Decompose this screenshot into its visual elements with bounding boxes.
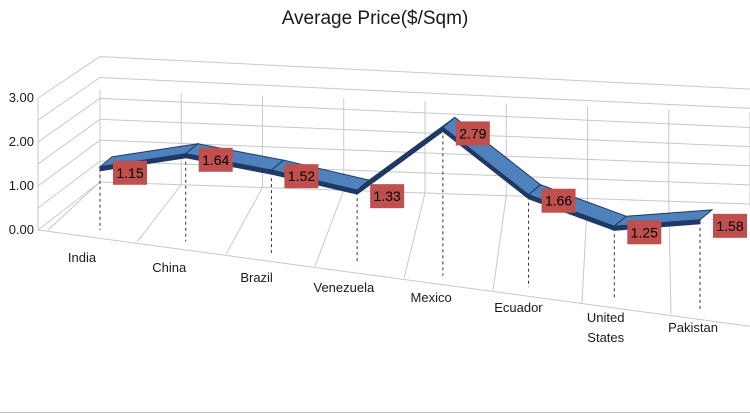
floor-gridline bbox=[136, 184, 182, 243]
floor-gridline bbox=[492, 195, 507, 291]
side-wall-gridline bbox=[37, 97, 101, 143]
chart-title: Average Price($/Sqm) bbox=[281, 8, 469, 29]
category-label: China bbox=[152, 260, 187, 275]
data-label: 1.33 bbox=[374, 188, 401, 204]
category-label: Ecuador bbox=[494, 300, 543, 315]
y-tick-label: 0.00 bbox=[9, 222, 34, 237]
data-label-box bbox=[198, 147, 233, 172]
data-label: 2.79 bbox=[459, 125, 486, 141]
data-label-box bbox=[113, 160, 147, 185]
data-label-box bbox=[370, 184, 405, 209]
floor-gridline bbox=[314, 190, 345, 267]
data-label-box bbox=[713, 213, 747, 238]
category-label: Brazil bbox=[240, 270, 273, 285]
category-label: Mexico bbox=[411, 290, 452, 305]
category-label: Venezuela bbox=[313, 280, 374, 295]
floor-gridline bbox=[47, 181, 101, 231]
category-label: United States bbox=[587, 310, 625, 345]
data-label: 1.58 bbox=[716, 218, 743, 234]
category-label: India bbox=[68, 250, 97, 265]
side-wall-gridline bbox=[37, 181, 101, 231]
y-tick-label: 3.00 bbox=[9, 90, 34, 105]
category-label: Pakistan bbox=[668, 320, 718, 335]
floor-gridline bbox=[403, 192, 426, 279]
side-wall-gridline bbox=[37, 139, 101, 187]
side-wall-gridline bbox=[37, 160, 101, 209]
data-label: 1.25 bbox=[631, 224, 658, 240]
data-label: 1.64 bbox=[202, 152, 229, 168]
data-label: 1.52 bbox=[288, 168, 315, 184]
side-wall-gridline bbox=[37, 56, 101, 99]
data-label: 1.15 bbox=[116, 165, 143, 181]
back-wall-gridline bbox=[99, 77, 750, 109]
side-wall-gridline bbox=[37, 118, 101, 165]
data-label-box bbox=[284, 164, 319, 189]
data-label: 1.66 bbox=[545, 193, 572, 209]
y-tick-label: 2.00 bbox=[9, 134, 34, 149]
data-label-box bbox=[627, 220, 662, 245]
back-wall-gridline bbox=[99, 56, 750, 90]
ribbon-edge bbox=[356, 126, 444, 196]
floor-front-edge bbox=[37, 229, 750, 327]
floor-gridline bbox=[225, 187, 263, 255]
side-wall-gridline bbox=[37, 77, 101, 121]
data-label-box bbox=[455, 121, 490, 146]
y-tick-label: 1.00 bbox=[9, 178, 34, 193]
data-label-box bbox=[541, 188, 576, 213]
